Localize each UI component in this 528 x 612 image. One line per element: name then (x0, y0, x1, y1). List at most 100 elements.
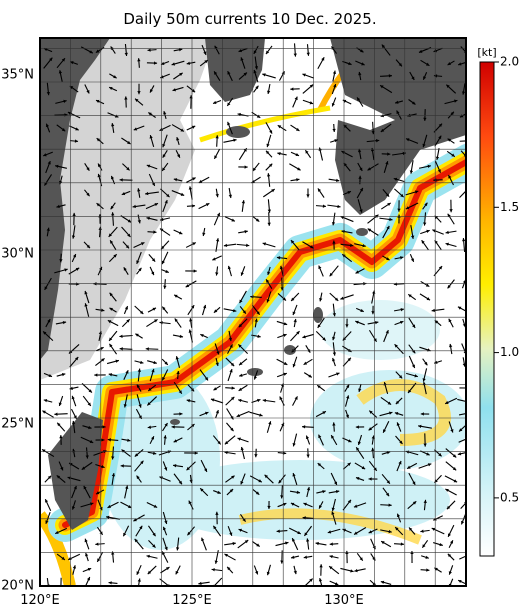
arrow-head (292, 363, 296, 368)
arrow-head (333, 84, 337, 88)
arrow-head (340, 216, 345, 220)
arrow-head (408, 389, 412, 394)
arrow-head (71, 395, 75, 400)
arrow-head (334, 582, 339, 586)
arrow-head (241, 200, 246, 204)
arrow-head (46, 91, 51, 96)
arrow-head (409, 527, 413, 531)
arrow-head (319, 505, 322, 509)
arrow-head (229, 532, 233, 536)
arrow-head (368, 530, 373, 534)
arrow-head (127, 438, 131, 442)
arrow-head (376, 139, 380, 143)
arrow-head (396, 513, 401, 518)
colorbar-tick-label: 1.5 (500, 200, 519, 214)
arrow-head (277, 152, 281, 156)
arrow-head (371, 447, 375, 452)
arrow-head (146, 164, 151, 168)
arrow-head (101, 308, 105, 312)
arrow-head (458, 580, 462, 584)
arrow-head (164, 520, 168, 524)
arrow-head (434, 320, 439, 324)
arrow-head (262, 73, 266, 77)
arrow-head (447, 284, 451, 289)
arrow-head (350, 569, 354, 573)
arrow-head (188, 329, 192, 333)
arrow-head (422, 143, 426, 148)
arrow-head (175, 356, 179, 360)
map-frame (39, 37, 467, 587)
arrow-head (282, 451, 287, 455)
arrow-head (61, 556, 65, 560)
arrow-head (45, 123, 50, 128)
arrow-head (111, 123, 115, 127)
arrow-head (213, 309, 218, 313)
arrow-head (123, 404, 127, 408)
arrow-head (254, 318, 258, 322)
arrow-head (290, 240, 295, 244)
arrow-head (424, 202, 428, 207)
arrow-head (70, 61, 74, 65)
arrow-head (405, 450, 410, 454)
arrow-head (449, 540, 453, 544)
arrow-head (371, 311, 375, 315)
arrow-head (198, 179, 203, 183)
colorbar-tick-label: 1.0 (500, 345, 519, 359)
arrow-head (191, 305, 195, 309)
arrow-head (109, 86, 113, 91)
arrow-head (137, 578, 141, 582)
arrow-head (343, 124, 347, 129)
arrow-head (310, 245, 314, 249)
arrow-head (214, 560, 218, 564)
arrow-head (285, 541, 289, 545)
arrow-head (211, 568, 215, 572)
arrow-head (448, 571, 452, 575)
arrow-head (262, 398, 267, 403)
arrow-head (357, 148, 362, 153)
arrow-head (322, 411, 326, 415)
arrow-head (55, 530, 59, 534)
arrow-head (120, 464, 124, 468)
arrow-head (162, 167, 166, 171)
arrow-head (359, 557, 363, 561)
colorbar-unit: [kt] (477, 46, 496, 59)
arrow-head (423, 499, 427, 504)
arrow-head (254, 454, 258, 458)
arrow-head (355, 270, 360, 274)
arrow-head (355, 320, 359, 324)
arrow-head (172, 88, 176, 92)
arrow-head (306, 52, 310, 56)
arrow-head (42, 449, 46, 453)
arrow-head (447, 553, 452, 558)
arrow-head (336, 178, 340, 183)
arrow-head (398, 62, 402, 67)
arrow-head (43, 331, 47, 335)
arrow-head (434, 240, 438, 244)
arrow-head (68, 556, 72, 560)
arrow-head (409, 170, 414, 174)
arrow-head (358, 388, 362, 392)
lat-label: 35°N (1, 68, 34, 83)
arrow-head (283, 372, 287, 376)
arrow-head (305, 150, 309, 154)
arrow-head (86, 167, 90, 171)
arrow-head (54, 412, 58, 416)
arrow-head (175, 570, 179, 575)
arrow-head (266, 571, 270, 576)
arrow-head (332, 357, 336, 362)
arrow-head (438, 453, 442, 457)
arrow-head (418, 49, 423, 53)
arrow-head (358, 71, 362, 76)
arrow-head (86, 90, 90, 94)
arrow-head (400, 256, 404, 260)
arrow-head (315, 541, 319, 546)
arrow-head (397, 208, 401, 212)
arrow-head (336, 372, 340, 376)
arrow-head (361, 62, 365, 66)
arrow-head (451, 153, 455, 157)
arrow-head (372, 545, 376, 550)
arrow-head (405, 206, 410, 210)
arrow-head (224, 553, 228, 557)
arrow-head (265, 50, 270, 55)
arrow-head (71, 420, 76, 425)
